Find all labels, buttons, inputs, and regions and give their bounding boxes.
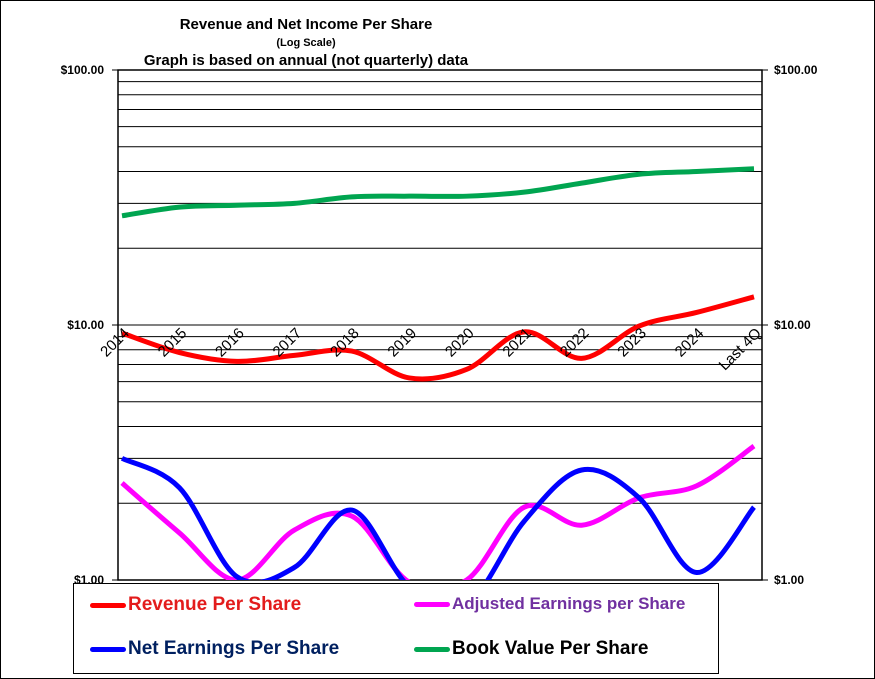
series-line-net-earnings-per-share [120, 456, 756, 580]
chart-title: Revenue and Net Income Per Share [180, 16, 433, 33]
legend-item: Adjusted Earnings per Share [414, 594, 685, 614]
legend-label: Revenue Per Share [128, 594, 302, 615]
y-tick-label-right: $100.00 [774, 63, 818, 77]
chart-subtitle-2: Graph is based on annual (not quarterly)… [144, 52, 469, 69]
legend-label: Adjusted Earnings per Share [452, 594, 686, 613]
series-line-revenue-per-share [121, 294, 755, 382]
x-tick-label: 2016 [212, 325, 248, 361]
y-tick-label-right: $1.00 [774, 573, 804, 587]
y-tick-label-left: $10.00 [67, 318, 104, 332]
y-tick-label-left: $100.00 [61, 63, 105, 77]
legend: Revenue Per Share Adjusted Earnings per S… [73, 583, 719, 674]
series-line-book-value-per-share [121, 166, 755, 219]
legend-label: Book Value Per Share [452, 638, 649, 659]
legend-item: Revenue Per Share [90, 594, 301, 616]
y-tick-label-right: $10.00 [774, 318, 811, 332]
x-tick-label: 2023 [614, 325, 650, 361]
legend-swatch [414, 646, 450, 652]
legend-label: Net Earnings Per Share [128, 638, 340, 659]
legend-swatch [414, 601, 450, 607]
legend-swatch [90, 602, 126, 608]
x-tick-label: 2020 [442, 325, 478, 361]
legend-item: Net Earnings Per Share [90, 638, 339, 660]
legend-item: Book Value Per Share [414, 638, 648, 660]
x-tick-label: 2019 [384, 325, 420, 361]
legend-swatch [90, 646, 126, 652]
x-tick-label: 2024 [672, 325, 708, 361]
series-line-adjusted-earnings-per-share [120, 444, 756, 580]
chart-subtitle: (Log Scale) [276, 37, 336, 49]
